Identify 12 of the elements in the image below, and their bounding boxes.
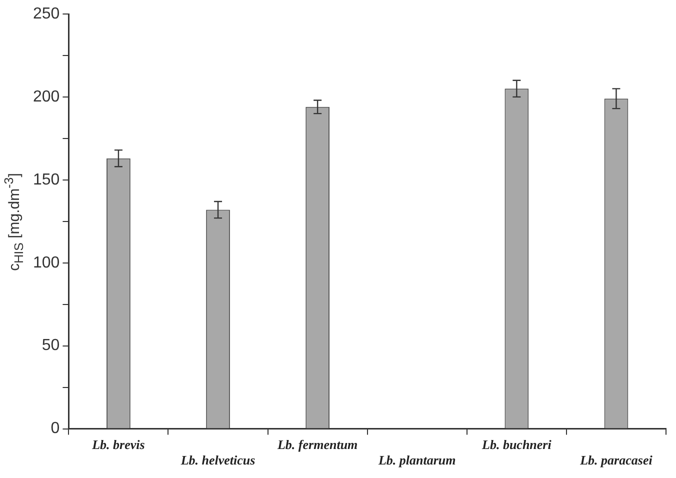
y-tick-label: 0: [50, 420, 60, 438]
x-tick-label: Lb. buchneri: [481, 436, 552, 452]
y-tick-label: 150: [32, 171, 60, 188]
x-tick-label: Lb. brevis: [91, 436, 145, 452]
x-tick-label: Lb. plantarum: [377, 452, 456, 468]
x-tick-label: Lb. fermentum: [276, 436, 358, 452]
x-tick-label: Lb. paracasei: [579, 452, 653, 468]
y-tick-label: 250: [32, 5, 60, 22]
x-tick-label: Lb. helveticus: [180, 452, 256, 468]
y-tick-label: 100: [32, 254, 60, 272]
y-tick-label: 50: [42, 337, 60, 354]
y-tick-label: 200: [32, 88, 60, 106]
